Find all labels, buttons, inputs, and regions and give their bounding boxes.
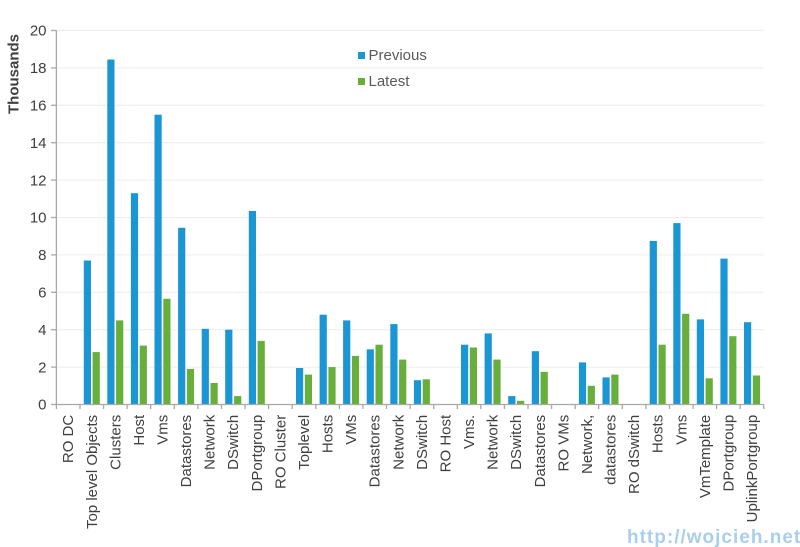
svg-text:DPortgroup: DPortgroup xyxy=(720,415,737,492)
svg-text:Datastores: Datastores xyxy=(178,415,195,488)
svg-text:DSwitch: DSwitch xyxy=(414,415,431,470)
svg-text:Latest: Latest xyxy=(369,73,411,90)
svg-text:Network: Network xyxy=(390,414,407,470)
svg-text:Hosts: Hosts xyxy=(320,415,337,453)
svg-text:Toplevel: Toplevel xyxy=(296,415,313,470)
svg-text:8: 8 xyxy=(38,247,46,264)
svg-text:16: 16 xyxy=(30,98,47,115)
svg-text:Network,: Network, xyxy=(579,415,596,474)
svg-text:Hosts: Hosts xyxy=(650,415,667,453)
svg-text:VMs: VMs xyxy=(343,415,360,445)
svg-text:Datastores: Datastores xyxy=(367,415,384,488)
svg-text:Vms.: Vms. xyxy=(461,415,478,449)
svg-text:RO DC: RO DC xyxy=(60,415,77,464)
svg-text:Vms: Vms xyxy=(673,415,690,445)
svg-text:datastores: datastores xyxy=(603,415,620,485)
svg-text:RO Cluster: RO Cluster xyxy=(272,415,289,489)
svg-text:Top level Objects: Top level Objects xyxy=(84,415,101,529)
svg-text:RO dSwitch: RO dSwitch xyxy=(626,415,643,494)
svg-text:DSwitch: DSwitch xyxy=(508,415,525,470)
svg-text:DSwitch: DSwitch xyxy=(225,415,242,470)
svg-text:Vms: Vms xyxy=(155,415,172,445)
svg-text:Clusters: Clusters xyxy=(107,415,124,470)
svg-text:Host: Host xyxy=(131,414,148,446)
svg-text:2: 2 xyxy=(38,359,46,376)
svg-text:Network: Network xyxy=(485,414,502,470)
svg-text:Network: Network xyxy=(202,414,219,470)
svg-text:RO VMs: RO VMs xyxy=(555,415,572,472)
svg-text:6: 6 xyxy=(38,285,46,302)
svg-text:RO Host: RO Host xyxy=(438,414,455,472)
svg-text:DPortgroup: DPortgroup xyxy=(249,415,266,492)
svg-text:12: 12 xyxy=(30,172,47,189)
svg-text:18: 18 xyxy=(30,60,47,77)
svg-text:4: 4 xyxy=(38,322,46,339)
svg-text:20: 20 xyxy=(30,23,47,40)
svg-text:10: 10 xyxy=(30,210,47,227)
svg-text:Previous: Previous xyxy=(369,47,427,64)
svg-text:http://wojcieh.net: http://wojcieh.net xyxy=(627,527,800,547)
svg-text:0: 0 xyxy=(38,397,46,414)
svg-text:UplinkPortgroup: UplinkPortgroup xyxy=(744,415,761,523)
svg-text:14: 14 xyxy=(30,135,47,152)
svg-text:VmTemplate: VmTemplate xyxy=(697,415,714,498)
svg-text:Thousands: Thousands xyxy=(6,34,23,114)
svg-text:Datastores: Datastores xyxy=(532,415,549,488)
